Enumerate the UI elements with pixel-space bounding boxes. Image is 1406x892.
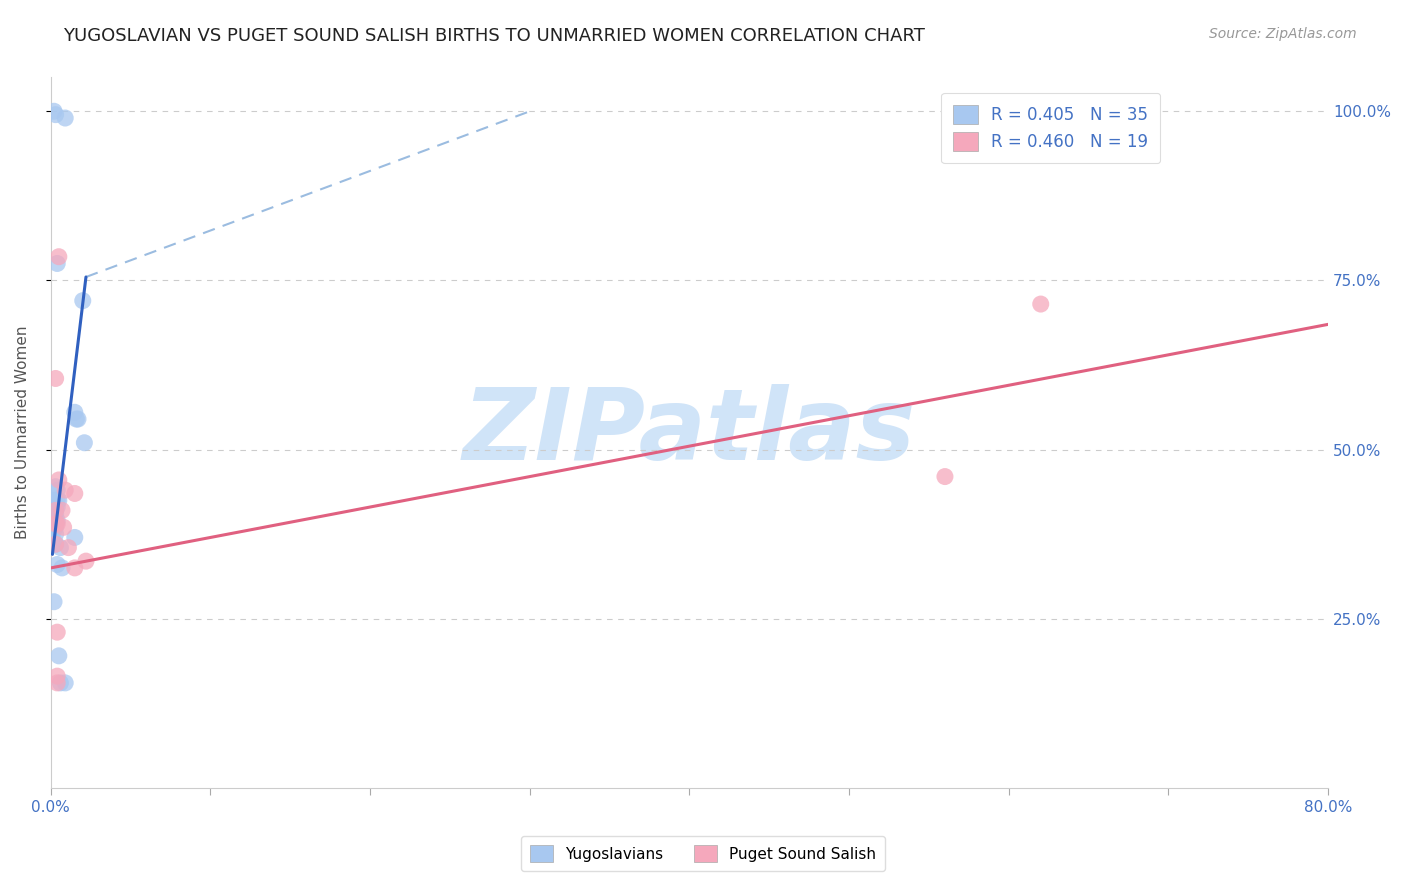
Point xyxy=(46,514,69,528)
Point xyxy=(53,676,76,690)
Point xyxy=(48,648,70,663)
Point xyxy=(45,108,67,122)
Point xyxy=(65,412,87,426)
Point xyxy=(45,480,67,494)
Point xyxy=(45,537,67,551)
Point xyxy=(45,371,67,385)
Point xyxy=(46,558,69,572)
Point xyxy=(63,561,86,575)
Text: YUGOSLAVIAN VS PUGET SOUND SALISH BIRTHS TO UNMARRIED WOMEN CORRELATION CHART: YUGOSLAVIAN VS PUGET SOUND SALISH BIRTHS… xyxy=(63,27,925,45)
Point xyxy=(75,554,97,568)
Point xyxy=(49,541,72,555)
Point xyxy=(52,520,75,534)
Point xyxy=(53,111,76,125)
Point xyxy=(41,524,63,538)
Point xyxy=(41,514,63,528)
Point xyxy=(42,520,65,534)
Point xyxy=(72,293,94,308)
Point xyxy=(42,104,65,119)
Text: ZIPatlas: ZIPatlas xyxy=(463,384,917,481)
Y-axis label: Births to Unmarried Women: Births to Unmarried Women xyxy=(15,326,30,540)
Point xyxy=(48,473,70,487)
Point xyxy=(45,516,67,531)
Point xyxy=(46,669,69,683)
Point xyxy=(45,507,67,521)
Point xyxy=(45,520,67,534)
Point xyxy=(1029,297,1052,311)
Legend: R = 0.405   N = 35, R = 0.460   N = 19: R = 0.405 N = 35, R = 0.460 N = 19 xyxy=(942,93,1160,163)
Point xyxy=(45,500,67,514)
Point xyxy=(45,537,67,551)
Point xyxy=(46,483,69,497)
Point xyxy=(66,412,89,426)
Point xyxy=(63,405,86,419)
Point xyxy=(49,676,72,690)
Point xyxy=(53,483,76,497)
Point xyxy=(42,507,65,521)
Point xyxy=(46,625,69,640)
Point xyxy=(46,256,69,270)
Point xyxy=(46,500,69,514)
Point xyxy=(63,486,86,500)
Legend: Yugoslavians, Puget Sound Salish: Yugoslavians, Puget Sound Salish xyxy=(520,836,886,871)
Point xyxy=(51,503,73,517)
Point xyxy=(46,493,69,508)
Point xyxy=(63,531,86,545)
Point xyxy=(45,514,67,528)
Point xyxy=(46,516,69,531)
Text: Source: ZipAtlas.com: Source: ZipAtlas.com xyxy=(1209,27,1357,41)
Point xyxy=(73,435,96,450)
Point xyxy=(45,527,67,541)
Point xyxy=(41,527,63,541)
Point xyxy=(51,561,73,575)
Point xyxy=(42,595,65,609)
Point xyxy=(45,503,67,517)
Point xyxy=(48,493,70,508)
Point xyxy=(42,493,65,508)
Point xyxy=(58,541,80,555)
Point xyxy=(46,676,69,690)
Point xyxy=(934,469,956,483)
Point xyxy=(48,250,70,264)
